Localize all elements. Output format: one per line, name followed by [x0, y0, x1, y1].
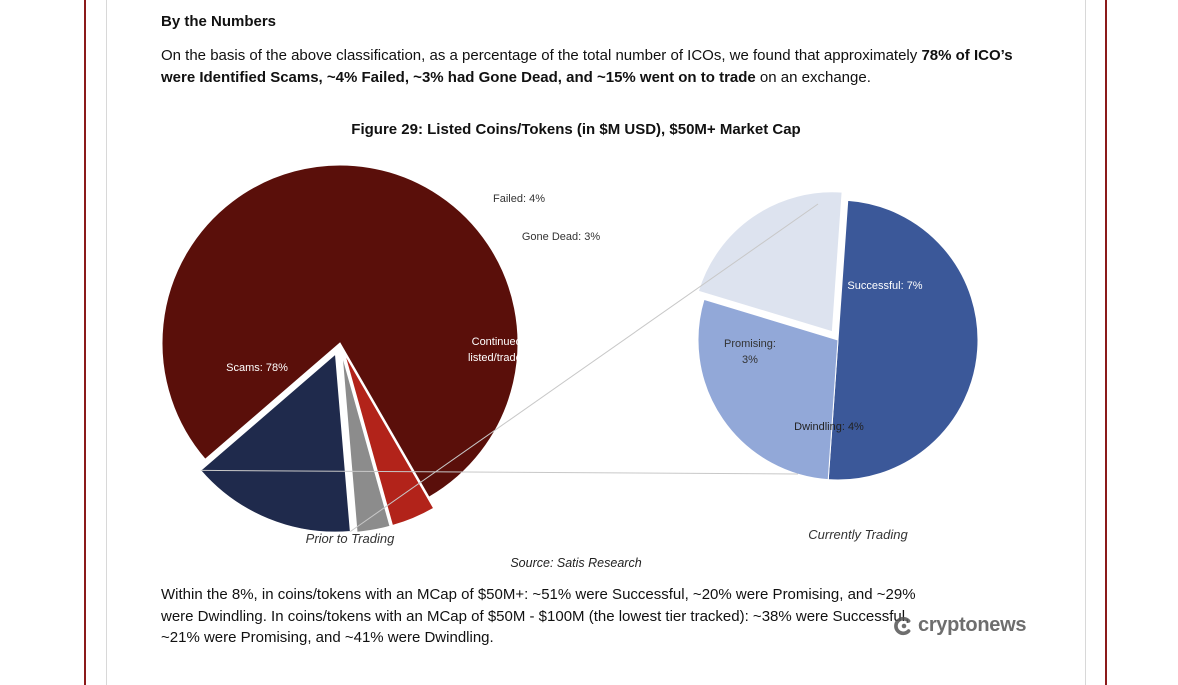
chart-source: Source: Satis Research	[510, 556, 641, 570]
pie-1-caption: Currently Trading	[808, 527, 908, 542]
connector-line-top	[350, 203, 819, 532]
intro-text-part2: on an exchange.	[755, 68, 871, 86]
pie-0-slice-1-label: Failed: 4%	[493, 193, 545, 205]
pie-1-slice-2	[697, 191, 843, 333]
page-inner-border-right	[1085, 0, 1086, 685]
page-border-right	[1105, 0, 1107, 685]
closing-paragraph: Within the 8%, in coins/tokens with an M…	[161, 584, 1021, 649]
pie-0-slice-3-label: Continued to get listed/traded: 15%	[468, 336, 556, 364]
pie-0-slice-0-label: Scams: 78%	[226, 362, 288, 374]
page-border-left	[84, 0, 86, 685]
pie-1-slice-2-label: Promising: 3%	[724, 338, 776, 366]
intro-paragraph: On the basis of the above classification…	[161, 45, 1021, 88]
closing-line-2: were Dwindling. In coins/tokens with an …	[161, 607, 910, 625]
pie-1-slice-0	[827, 199, 979, 481]
closing-line-3: ~21% were Promising, and ~41% were Dwind…	[161, 629, 494, 646]
watermark-text: cryptonews	[918, 614, 1027, 636]
pie-0-slice-2-label: Gone Dead: 3%	[522, 231, 600, 243]
closing-line-1: Within the 8%, in coins/tokens with an M…	[161, 586, 916, 603]
pie-0-slice-0	[161, 164, 519, 498]
pie-0-slice-2	[341, 354, 391, 533]
pie-0-caption: Prior to Trading	[306, 531, 395, 546]
pie-1-slice-1	[697, 298, 839, 481]
intro-text-bold: 78% of ICO’s were Identified Scams, ~4% …	[161, 47, 1013, 86]
watermark: cryptonews	[893, 614, 1026, 637]
cryptonews-logo-icon	[894, 616, 911, 635]
connector-line-bottom	[200, 469, 799, 475]
section-heading: By the Numbers	[161, 13, 277, 30]
pie-0-slice-3	[200, 353, 351, 533]
figure-title: Figure 29: Listed Coins/Tokens (in $M US…	[351, 121, 801, 138]
pie-0-slice-1	[344, 353, 435, 527]
page-inner-border-left	[106, 0, 107, 685]
intro-text-part1: On the basis of the above classification…	[161, 47, 918, 64]
pie-1-slice-1-label: Dwindling: 4%	[794, 421, 864, 433]
pie-1-slice-0-label: Successful: 7%	[847, 280, 922, 292]
